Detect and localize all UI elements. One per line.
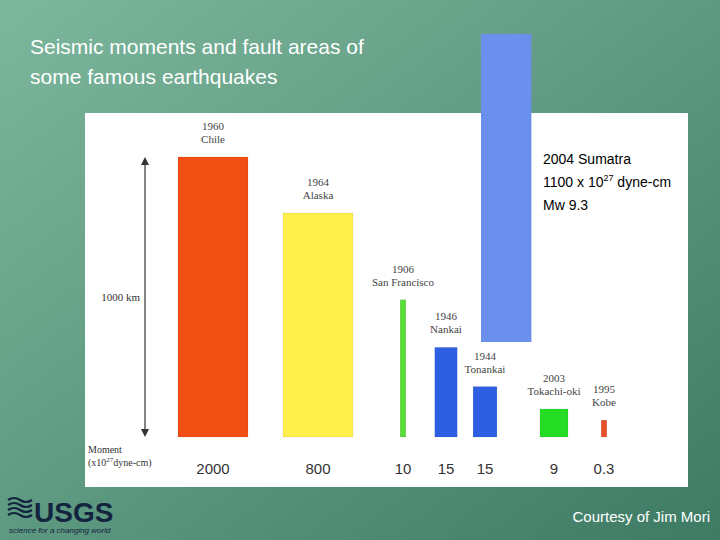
moment-label: 2000 (196, 460, 229, 477)
moment-label: 15 (438, 460, 455, 477)
logo-text: USGS (34, 497, 113, 528)
logo-wave (8, 498, 32, 502)
moment-label: 15 (477, 460, 494, 477)
axis-label: Moment (88, 444, 122, 455)
label-line: 2003 (543, 372, 566, 384)
label-line: 1964 (307, 176, 330, 188)
logo: USGSscience for a changing world (8, 497, 113, 535)
fault-bar (178, 157, 248, 437)
background (0, 0, 720, 540)
category-label: 1944Tonankai (465, 350, 506, 375)
bars (178, 157, 607, 437)
scale-line (144, 159, 145, 435)
unit-suffix: dyne-cm) (113, 457, 151, 469)
label-line: 1944 (474, 350, 497, 362)
unit-exponent: 27 (603, 173, 613, 183)
panel (85, 113, 688, 487)
arrow-head (141, 157, 149, 165)
moment-label: 9 (550, 460, 558, 477)
highlight-moment: 1100 x 1027 dyne-cm (543, 173, 671, 190)
label-line: Alaska (303, 189, 334, 201)
label-line: 1946 (435, 310, 458, 322)
arrow-head (141, 429, 149, 437)
category-label: 2003Tokachi-oki (528, 372, 581, 397)
moment-label: 0.3 (594, 460, 615, 477)
category-label: 1964Alaska (303, 176, 334, 201)
scale-label: 1000 km (101, 291, 140, 303)
highlight-magnitude: Mw 9.3 (543, 197, 588, 213)
logo-tagline: science for a changing world (9, 526, 111, 535)
logo-wave (8, 508, 32, 512)
axis-unit: (x1027dyne-cm) (88, 456, 152, 469)
label-line: Tonankai (465, 363, 506, 375)
category-label: 1960Chile (201, 120, 225, 145)
highlight-name: 2004 Sumatra (543, 151, 631, 167)
fault-bar (400, 300, 406, 437)
label-line: Tokachi-oki (528, 385, 581, 397)
category-label: 1906San Francisco (372, 263, 435, 288)
fault-bar (540, 409, 568, 437)
unit-multiplier: x 10 (573, 174, 604, 190)
category-label: 1946Nankai (430, 310, 462, 335)
label-line: 1995 (593, 383, 616, 395)
moment-label: 10 (395, 460, 412, 477)
label-line: 1906 (392, 263, 415, 275)
title: Seismic moments and fault areas of some f… (30, 35, 364, 88)
fault-bar (601, 420, 607, 437)
unit: dyne-cm (613, 174, 671, 190)
fault-bar (283, 213, 353, 437)
label-line: 1960 (202, 120, 225, 132)
slide: Seismic moments and fault areas of some f… (0, 0, 720, 540)
title-line: Seismic moments and fault areas of (30, 35, 364, 58)
label-line: Nankai (430, 323, 462, 335)
label-line: San Francisco (372, 276, 435, 288)
title-line: some famous earthquakes (30, 65, 277, 88)
unit-base: (x10 (88, 457, 106, 469)
annotation-box (537, 145, 687, 217)
fault-bar (473, 387, 497, 437)
logo-wave (8, 503, 32, 507)
scale-bar (141, 157, 149, 437)
highlight-bar (481, 34, 531, 342)
label-line: Kobe (592, 396, 616, 408)
moment-value: 1100 (543, 174, 573, 190)
moment-label: 800 (305, 460, 330, 477)
fault-bar (435, 347, 457, 437)
category-label: 1995Kobe (592, 383, 616, 408)
label-line: Chile (201, 133, 225, 145)
logo-wave (8, 513, 32, 517)
credit: Courtesy of Jim Mori (572, 508, 710, 525)
